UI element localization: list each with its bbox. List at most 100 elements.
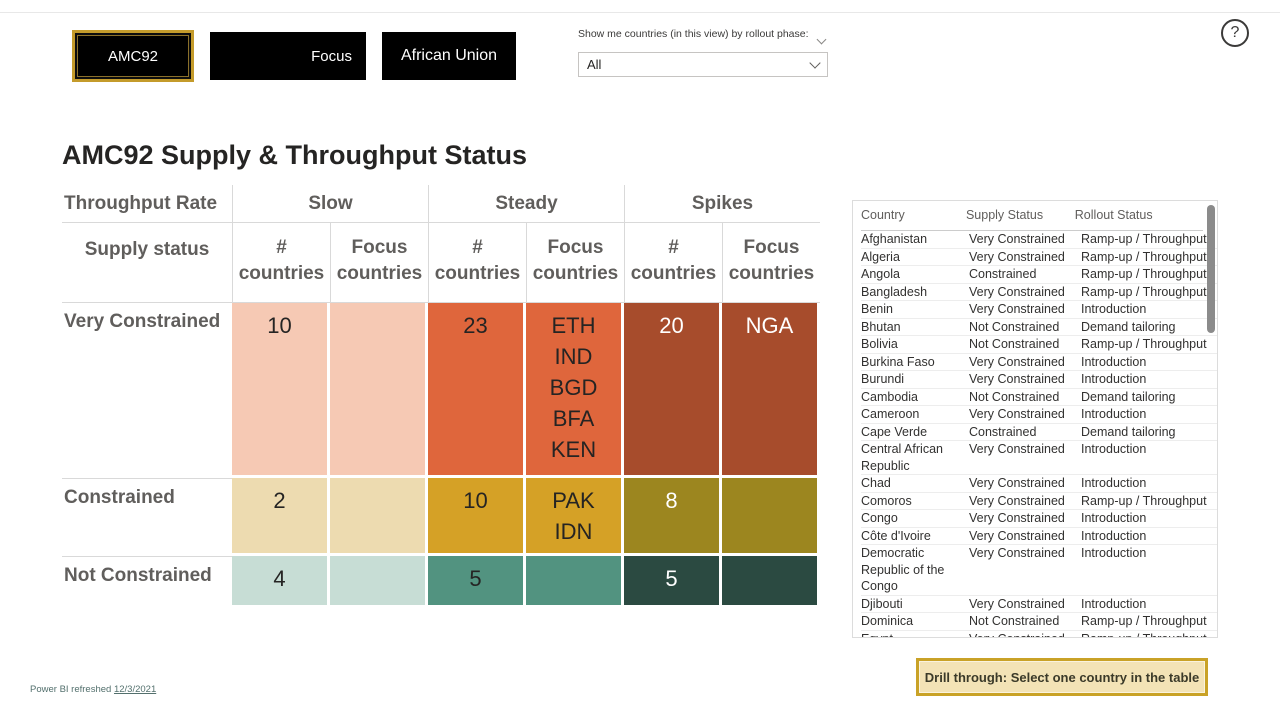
table-row[interactable]: Congo Very Constrained Introduction — [861, 510, 1217, 528]
table-row[interactable]: Comoros Very Constrained Ramp-up / Through… — [861, 493, 1217, 510]
table-cell: Cape Verde — [861, 424, 928, 439]
matrix-cell-value: PAK — [552, 488, 595, 513]
refresh-date-link[interactable]: 12/3/2021 — [113, 684, 157, 695]
table-cell: Demand tailoring — [1081, 319, 1176, 334]
table-cell: Very Constrained — [969, 249, 1065, 264]
matrix-group-spikes[interactable]: Spikes — [624, 185, 820, 223]
table-row[interactable]: Côte d'Ivoire Very Constrained Introductio… — [861, 528, 1217, 545]
matrix-cell[interactable]: 10 — [428, 478, 526, 556]
table-row[interactable]: Burundi Very Constrained Introduction — [861, 371, 1217, 389]
matrix-cell[interactable] — [722, 556, 820, 608]
table-cell: Ramp-up / Throughput — [1081, 232, 1207, 246]
refresh-status: Power BI refreshed 12/3/2021 — [30, 684, 156, 695]
matrix-cell-value: IDN — [554, 519, 593, 544]
matrix-cell[interactable]: PAK IDN — [526, 478, 624, 556]
country-table-body: Afghanistan Very Constrained Ramp-up / Thr… — [861, 231, 1217, 638]
table-cell: Very Constrained — [969, 442, 1065, 456]
matrix-subcol-num-countries[interactable]: # countries — [428, 223, 526, 303]
matrix-cell[interactable]: 23 — [428, 303, 526, 478]
table-row[interactable]: Djibouti Very Constrained Introduction — [861, 596, 1217, 613]
matrix-cell[interactable]: 10 — [232, 303, 330, 478]
table-row[interactable]: Chad Very Constrained Introduction — [861, 475, 1217, 493]
table-row[interactable]: Bangladesh Very Constrained Ramp-up / Thro… — [861, 284, 1217, 301]
matrix-row: Very Constrained 10 23 ETH IND BGD BFA KEN 20 NGA — [62, 303, 820, 478]
column-header-supply-status[interactable]: Supply Status — [965, 208, 1044, 222]
matrix-cell-value: IND — [554, 344, 593, 369]
matrix-cell[interactable]: 8 — [624, 478, 722, 556]
table-cell: Not Constrained — [969, 319, 1060, 334]
matrix-subcol-num-countries[interactable]: # countries — [624, 223, 722, 303]
table-row[interactable]: Afghanistan Very Constrained Ramp-up / Thr… — [861, 231, 1217, 249]
table-row[interactable]: Cape Verde Constrained Demand tailoring — [861, 424, 1217, 441]
table-cell: Introduction — [1081, 546, 1147, 560]
matrix-cell[interactable] — [526, 556, 624, 608]
table-cell: Comoros — [861, 493, 912, 508]
matrix-subcol-focus-countries[interactable]: Focus countries — [330, 223, 428, 303]
table-row[interactable]: Cambodia Not Constrained Demand tailoring — [861, 389, 1217, 406]
matrix-cell[interactable]: ETH IND BGD BFA KEN — [526, 303, 624, 478]
slicer-collapse-chevron-icon[interactable] — [816, 30, 827, 48]
rollout-filter-label: Show me countries (in this view) by roll… — [578, 28, 809, 40]
table-cell: Introduction — [1081, 302, 1147, 316]
table-row[interactable]: Burkina Faso Very Constrained Introduction — [861, 354, 1217, 371]
table-cell: Very Constrained — [969, 302, 1065, 316]
table-cell: Introduction — [1081, 354, 1147, 369]
tab-amc92[interactable]: AMC92 — [72, 30, 194, 82]
matrix-cell-value: BFA — [552, 406, 595, 431]
matrix-cell[interactable]: 20 — [624, 303, 722, 478]
table-row[interactable]: Democratic Republic of the Congo Very Con… — [861, 545, 1217, 596]
matrix-cell[interactable] — [330, 303, 428, 478]
table-cell: Very Constrained — [969, 232, 1065, 246]
tab-focus[interactable]: Focus — [210, 32, 366, 80]
matrix-cell[interactable] — [722, 478, 820, 556]
help-icon[interactable]: ? — [1221, 19, 1249, 47]
matrix-row-label: Constrained — [62, 478, 232, 556]
matrix-cell[interactable]: 2 — [232, 478, 330, 556]
table-cell: Introduction — [1081, 528, 1147, 543]
table-cell: Introduction — [1081, 407, 1147, 421]
matrix-cell[interactable] — [330, 556, 428, 608]
table-row[interactable]: Central African Republic Very Constrained… — [861, 441, 1217, 475]
matrix-group-steady[interactable]: Steady — [428, 185, 624, 223]
table-cell: Very Constrained — [969, 528, 1065, 543]
matrix-cell[interactable]: 4 — [232, 556, 330, 608]
table-row[interactable]: Angola Constrained Ramp-up / Throughput — [861, 266, 1217, 284]
rollout-filter-dropdown[interactable]: All — [578, 52, 828, 77]
table-row[interactable]: Algeria Very Constrained Ramp-up / Through… — [861, 249, 1217, 266]
table-cell: Burkina Faso — [861, 354, 935, 369]
table-row[interactable]: Benin Very Constrained Introduction — [861, 301, 1217, 319]
table-cell: Very Constrained — [969, 546, 1065, 560]
table-row[interactable]: Bhutan Not Constrained Demand tailoring — [861, 319, 1217, 336]
matrix-cell[interactable]: 5 — [428, 556, 526, 608]
table-cell: Very Constrained — [969, 476, 1065, 490]
table-cell: Introduction — [1081, 476, 1147, 490]
tab-african-union[interactable]: African Union — [382, 32, 516, 80]
rollout-filter-value: All — [587, 57, 602, 72]
table-cell: Ramp-up / Throughput — [1081, 267, 1207, 281]
matrix-body: Very Constrained 10 23 ETH IND BGD BFA KEN 20 NGA… — [62, 303, 820, 608]
country-table-header: Country Supply Status Rollout Status — [861, 207, 1203, 231]
table-row[interactable]: Bolivia Not Constrained Ramp-up / Throughp… — [861, 336, 1217, 354]
matrix-cell-value: 2 — [273, 488, 286, 513]
matrix-subcol-num-countries[interactable]: # countries — [232, 223, 330, 303]
matrix-group-slow[interactable]: Slow — [232, 185, 428, 223]
column-header-rollout-status[interactable]: Rollout Status — [1074, 208, 1153, 222]
table-cell: Congo — [861, 511, 898, 525]
tab-amc92-label: AMC92 — [107, 47, 159, 65]
matrix-cell-value: BGD — [549, 375, 598, 400]
matrix-subcol-focus-countries[interactable]: Focus countries — [526, 223, 624, 303]
table-cell: Introduction — [1081, 511, 1147, 525]
matrix-subcol-focus-countries[interactable]: Focus countries — [722, 223, 820, 303]
matrix-cell[interactable]: NGA — [722, 303, 820, 478]
matrix-cell-value: 23 — [463, 313, 488, 338]
column-header-country[interactable]: Country — [861, 208, 905, 222]
table-row[interactable]: Dominica Not Constrained Ramp-up / Through… — [861, 613, 1217, 631]
matrix-cell[interactable] — [330, 478, 428, 556]
matrix-cell-value: 5 — [665, 566, 678, 591]
table-scrollbar-thumb[interactable] — [1207, 205, 1215, 333]
table-row[interactable]: Cameroon Very Constrained Introduction — [861, 406, 1217, 424]
table-cell: Bolivia — [861, 337, 898, 351]
table-cell: Not Constrained — [969, 389, 1060, 404]
matrix-cell[interactable]: 5 — [624, 556, 722, 608]
